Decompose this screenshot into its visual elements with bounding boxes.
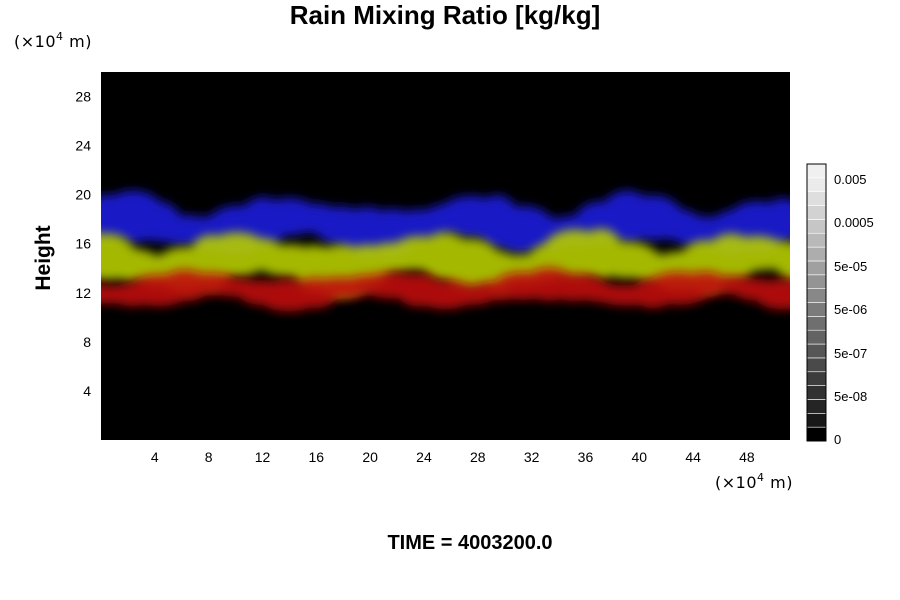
x-tick-label: 16 (309, 449, 325, 465)
colorbar-tick-label: 0.005 (834, 172, 867, 187)
x-tick-label: 8 (205, 449, 213, 465)
x-tick-label: 24 (416, 449, 432, 465)
colorbar-swatch (806, 343, 827, 359)
rain-layer-blob (754, 278, 790, 310)
y-unit-suffix: m) (64, 32, 92, 51)
rain-layer-blob (775, 204, 790, 229)
colorbar-swatch (806, 385, 827, 400)
colorbar-swatch (806, 329, 827, 345)
y-tick-label: 20 (75, 187, 91, 203)
rain-layer-2 (101, 228, 790, 298)
colorbar-tick-label: 5e-08 (834, 389, 867, 404)
y-axis-ticks: 4 8 12 16 20 24 28 (75, 89, 91, 399)
x-tick-label: 40 (631, 449, 647, 465)
colorbar-swatch (806, 246, 827, 262)
colorbar (806, 163, 827, 442)
y-tick-label: 16 (75, 236, 91, 252)
colorbar-swatch (806, 177, 827, 193)
colorbar-swatch (806, 302, 827, 317)
rain-field-layers (101, 190, 790, 312)
x-tick-label: 48 (739, 449, 755, 465)
colorbar-tick-label: 0 (834, 432, 841, 447)
colorbar-swatch (806, 232, 827, 248)
x-axis-unit: (×104 m) (715, 471, 793, 492)
y-axis-unit: (×104 m) (14, 30, 92, 51)
colorbar-tick-label: 5e-05 (834, 259, 867, 274)
colorbar-frame (806, 163, 827, 442)
x-tick-label: 12 (255, 449, 271, 465)
colorbar-swatch (806, 371, 827, 386)
x-tick-label: 20 (362, 449, 378, 465)
x-tick-label: 28 (470, 449, 486, 465)
y-unit-exponent: 4 (56, 30, 64, 43)
y-axis-label: Height (32, 225, 55, 290)
colorbar-swatch (806, 205, 827, 220)
x-unit-exponent: 4 (757, 471, 765, 484)
x-tick-label: 44 (685, 449, 701, 465)
time-annotation: TIME = 4003200.0 (387, 532, 552, 554)
x-tick-label: 36 (578, 449, 594, 465)
colorbar-swatch (806, 260, 827, 276)
colorbar-tick-label: 5e-06 (834, 302, 867, 317)
colorbar-swatch (806, 412, 827, 428)
x-unit-prefix: (×10 (715, 473, 757, 492)
colorbar-swatch (806, 191, 827, 206)
rain-layer-blob (780, 282, 790, 308)
colorbar-tick-label: 0.0005 (834, 215, 874, 230)
y-tick-label: 24 (75, 138, 91, 154)
colorbar-swatch (806, 274, 827, 289)
y-tick-label: 28 (75, 89, 91, 105)
x-tick-label: 32 (524, 449, 540, 465)
rain-layer-blob (775, 246, 790, 282)
colorbar-swatch (806, 399, 827, 414)
colorbar-swatch (806, 316, 827, 331)
x-axis-ticks: 4 8 12 16 20 24 28 32 36 40 44 48 (151, 449, 755, 465)
y-unit-prefix: (×10 (14, 32, 56, 51)
x-tick-label: 4 (151, 449, 159, 465)
rain-layer-3 (101, 267, 790, 312)
colorbar-tick-label: 5e-07 (834, 346, 867, 361)
x-unit-suffix: m) (765, 473, 793, 492)
chart-title: Rain Mixing Ratio [kg/kg] (290, 0, 601, 30)
y-tick-label: 8 (83, 334, 91, 350)
colorbar-swatch (806, 426, 827, 442)
y-tick-label: 4 (83, 383, 91, 399)
colorbar-labels: 0 5e-08 5e-07 5e-06 5e-05 0.0005 0.005 (834, 172, 874, 447)
colorbar-swatch (806, 288, 827, 303)
y-tick-label: 12 (75, 285, 91, 301)
colorbar-swatch (806, 163, 827, 179)
colorbar-swatch (806, 357, 827, 373)
colorbar-swatch (806, 219, 827, 234)
